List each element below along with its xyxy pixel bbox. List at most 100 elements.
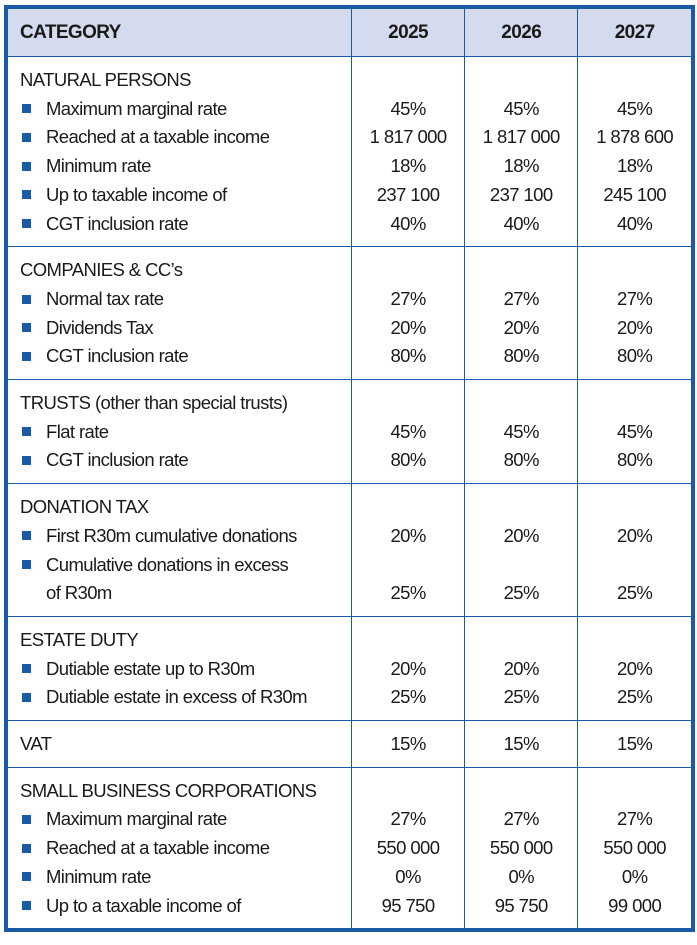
- row-label-cell: Reached at a taxable income: [8, 834, 352, 863]
- value-cell: 40%: [577, 209, 691, 247]
- row-label-cell: Minimum rate: [8, 152, 352, 181]
- value-cell: 18%: [577, 152, 691, 181]
- value-cell: 20%: [464, 313, 578, 343]
- section-title-row: DONATION TAX: [8, 483, 691, 522]
- table-row: CGT inclusion rate 80% 80% 80%: [8, 342, 691, 380]
- bullet-icon: [22, 161, 31, 171]
- table-row: CGT inclusion rate 80% 80% 80%: [8, 446, 691, 484]
- value-cell: 1 878 600: [577, 123, 691, 153]
- bullet-icon: [22, 133, 31, 143]
- bullet-icon: [22, 692, 31, 702]
- value-cell: 80%: [577, 342, 691, 380]
- table-row: Maximum marginal rate 45% 45% 45%: [8, 94, 691, 124]
- section-title: DONATION TAX: [8, 483, 352, 522]
- row-label: Reached at a taxable income: [46, 837, 270, 859]
- empty-cell: [577, 483, 691, 522]
- value-cell: 20%: [350, 654, 465, 684]
- empty-cell: [464, 55, 578, 95]
- value-cell: 45%: [577, 94, 691, 124]
- row-label-cell: Dividends Tax: [8, 314, 352, 343]
- header-year: 2025: [350, 9, 465, 57]
- value-cell: 27%: [577, 805, 691, 835]
- row-label: Maximum marginal rate: [46, 808, 227, 830]
- section-title: SMALL BUSINESS CORPORATIONS: [8, 766, 352, 806]
- table-row: Dutiable estate up to R30m 20% 20% 20%: [8, 654, 691, 684]
- value-cell: 27%: [350, 284, 465, 314]
- section-title-row: VAT 15% 15% 15%: [8, 720, 691, 768]
- row-label-cell: Flat rate: [8, 418, 352, 447]
- value-cell: 27%: [577, 284, 691, 314]
- section-title: ESTATE DUTY: [8, 615, 352, 655]
- row-label-cell: CGT inclusion rate: [8, 342, 352, 379]
- value-cell: 95 750: [464, 891, 578, 929]
- row-label-cell: Maximum marginal rate: [8, 805, 352, 834]
- row-label-continued: of R30m: [46, 582, 112, 604]
- empty-cell: [577, 615, 691, 655]
- row-label-cell: First R30m cumulative donations: [8, 522, 352, 551]
- bullet-icon: [22, 901, 31, 911]
- section-title-row: TRUSTS (other than special trusts): [8, 379, 691, 418]
- row-label-cell: Up to a taxable income of: [8, 892, 352, 929]
- header-year: 2026: [464, 9, 578, 57]
- empty-cell: [464, 483, 578, 522]
- value-cell: 20%: [577, 654, 691, 684]
- value-cell: 80%: [577, 446, 691, 484]
- section-title-row: COMPANIES & CC’s: [8, 246, 691, 285]
- value-cell: 27%: [464, 284, 578, 314]
- value-cell: 25%: [464, 683, 578, 721]
- header-year: 2027: [577, 9, 691, 57]
- bullet-icon: [22, 843, 31, 853]
- value-cell: 18%: [350, 152, 465, 181]
- empty-cell: [350, 615, 465, 655]
- table-row: CGT inclusion rate 40% 40% 40%: [8, 209, 691, 247]
- row-label-cell: Maximum marginal rate: [8, 95, 352, 124]
- section-title-row: NATURAL PERSONS: [8, 55, 691, 95]
- value-cell: 80%: [464, 342, 578, 380]
- bullet-icon: [22, 351, 31, 361]
- bullet-icon: [22, 815, 31, 825]
- bullet-icon: [22, 104, 31, 114]
- section-title-row: SMALL BUSINESS CORPORATIONS: [8, 766, 691, 806]
- value-cell: 0%: [464, 862, 578, 892]
- bullet-icon: [22, 323, 31, 333]
- table-row: Dutiable estate in excess of R30m 25% 25% 2…: [8, 683, 691, 721]
- value-cell: 95 750: [350, 891, 465, 929]
- value-cell: 20%: [464, 521, 578, 551]
- table-row: Up to taxable income of 237 100 237 100 245…: [8, 180, 691, 210]
- value-cell: 550 000: [350, 834, 465, 863]
- value-cell: 45%: [350, 94, 465, 124]
- empty-cell: [350, 766, 465, 806]
- row-label: CGT inclusion rate: [46, 212, 189, 234]
- row-label-cell: Minimum rate: [8, 863, 352, 892]
- value-cell: 25%: [350, 683, 465, 721]
- row-label-cell: Cumulative donations in excess of R30m: [8, 551, 352, 617]
- header-category: CATEGORY: [8, 9, 352, 57]
- empty-cell: [464, 615, 578, 655]
- value-cell: 237 100: [350, 180, 465, 210]
- bullet-icon: [22, 872, 31, 882]
- row-label: Dutiable estate up to R30m: [46, 657, 255, 679]
- table-row: Normal tax rate 27% 27% 27%: [8, 284, 691, 314]
- row-label-cell: CGT inclusion rate: [8, 210, 352, 247]
- section-title: VAT: [8, 720, 352, 768]
- value-cell: 80%: [464, 446, 578, 484]
- value-cell: 99 000: [577, 891, 691, 929]
- bullet-icon: [22, 294, 31, 304]
- row-label: Dutiable estate in excess of R30m: [46, 686, 308, 708]
- empty-cell: [350, 246, 465, 285]
- value-cell: 80%: [350, 342, 465, 380]
- row-label-cell: Dutiable estate up to R30m: [8, 655, 352, 684]
- table-row: First R30m cumulative donations 20% 20% 20%: [8, 521, 691, 551]
- empty-cell: [577, 55, 691, 95]
- value-cell: 1 817 000: [464, 123, 578, 153]
- empty-cell: [577, 246, 691, 285]
- bullet-icon: [22, 427, 31, 437]
- bullet-icon: [22, 456, 31, 466]
- value-cell: 80%: [350, 446, 465, 484]
- row-label-cell: CGT inclusion rate: [8, 446, 352, 483]
- value-cell: 15%: [350, 720, 465, 768]
- bullet-icon: [22, 219, 31, 229]
- empty-cell: [350, 483, 465, 522]
- table-row: Minimum rate 0% 0% 0%: [8, 862, 691, 892]
- row-label: CGT inclusion rate: [46, 345, 189, 367]
